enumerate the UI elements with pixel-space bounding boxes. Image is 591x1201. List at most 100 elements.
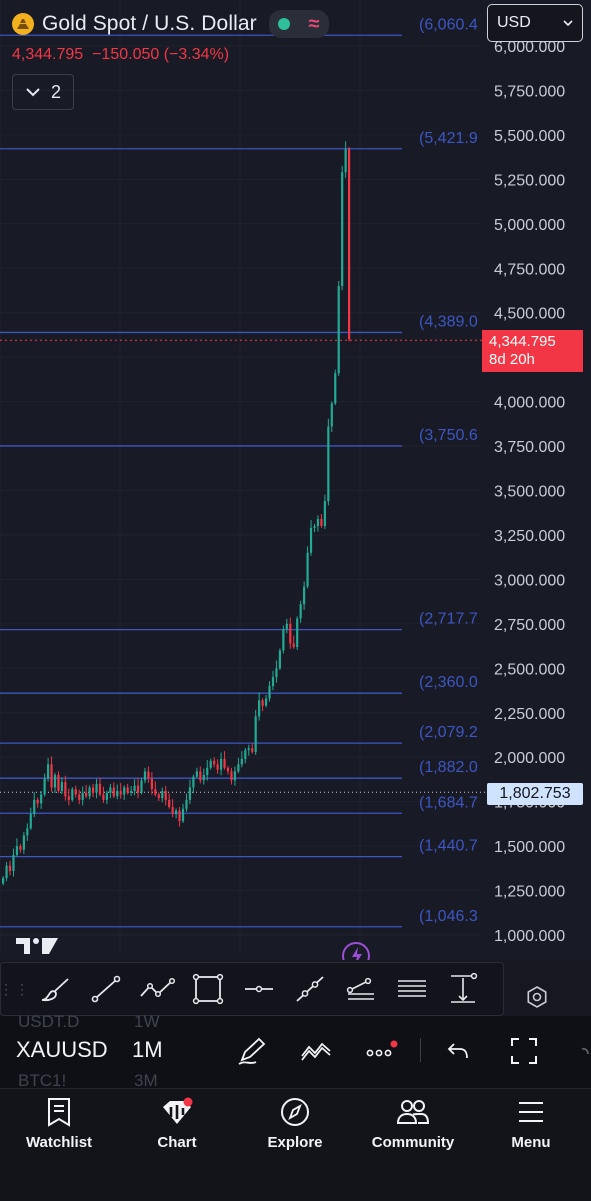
candle <box>313 523 316 533</box>
candle-body <box>206 767 209 775</box>
candle <box>282 625 285 654</box>
candle <box>344 141 347 178</box>
candle <box>8 860 12 876</box>
candle <box>150 772 153 795</box>
candle-body <box>74 789 77 795</box>
candle <box>175 808 178 819</box>
tab-community[interactable]: Community <box>354 1089 472 1169</box>
candle <box>271 670 275 691</box>
tab-explore[interactable]: Explore <box>236 1089 354 1169</box>
candle <box>341 165 344 291</box>
candle-body <box>251 748 254 752</box>
candle-body <box>43 778 46 795</box>
indicators-count: 2 <box>50 81 61 102</box>
horizontal-line-icon[interactable] <box>233 964 284 1014</box>
symbol-title-row[interactable]: Gold Spot / U.S. Dollar ≈ <box>12 10 329 38</box>
price-axis[interactable]: 6,000.000 5,750.000 5,500.000 5,250.000 5,00… <box>494 39 565 945</box>
price-chart[interactable]: 6,000.000 5,750.000 5,500.000 5,250.000 5,00… <box>0 0 591 960</box>
candle-body <box>136 785 140 793</box>
candle-body <box>233 771 237 781</box>
indicators-collapse-button[interactable]: 2 <box>12 74 74 110</box>
candle <box>102 786 105 803</box>
level-label: (6,060.4 <box>419 16 478 33</box>
candle-body <box>12 854 15 871</box>
candle-body <box>219 758 223 770</box>
candle-body <box>53 774 57 788</box>
candle <box>33 792 36 818</box>
candle-body <box>140 780 143 793</box>
candle <box>140 778 143 795</box>
candle-body <box>254 716 257 752</box>
price-axis-label: 6,000.000 <box>494 39 565 56</box>
candle <box>164 786 167 806</box>
candle <box>219 752 223 776</box>
flash-icon[interactable] <box>342 942 370 960</box>
candle-body <box>323 501 326 527</box>
tab-watchlist[interactable]: Watchlist <box>0 1089 118 1169</box>
candle-body <box>278 650 281 669</box>
candle-body <box>202 774 205 781</box>
candle-body <box>60 782 64 791</box>
candle <box>216 759 219 774</box>
drawing-toolbar: ⋮⋮ <box>0 962 504 1016</box>
polyline-icon[interactable] <box>131 964 182 1014</box>
tab-chart[interactable]: Chart <box>118 1089 236 1169</box>
candle-body <box>244 750 247 759</box>
candle-body <box>164 790 167 800</box>
candle <box>309 520 313 556</box>
symbol-selector[interactable]: XAUUSD <box>16 1037 108 1062</box>
rectangle-icon[interactable] <box>182 964 233 1014</box>
toolbar-settings-button[interactable] <box>520 980 554 1014</box>
candle <box>316 515 320 532</box>
candle <box>171 799 174 818</box>
measure-icon[interactable] <box>437 964 488 1014</box>
candle-body <box>327 426 330 502</box>
indicators-button[interactable] <box>296 1033 336 1069</box>
currency-select[interactable]: USD <box>487 4 583 42</box>
candle-body <box>209 760 212 768</box>
drawing-tools-button[interactable] <box>232 1033 272 1069</box>
candle-body <box>29 814 32 829</box>
candle <box>244 747 247 764</box>
fib-fan-icon[interactable] <box>335 964 386 1014</box>
candle <box>247 744 250 756</box>
price-axis-label: 5,250.000 <box>494 172 565 189</box>
level-label: (1,882.0 <box>419 759 478 776</box>
candle <box>119 783 122 799</box>
candle-body <box>330 403 333 427</box>
candle-body <box>67 796 70 800</box>
candle-body <box>316 518 320 527</box>
price-axis-label: 1,250.000 <box>494 884 565 901</box>
candle-body <box>8 865 12 871</box>
candle <box>116 784 119 800</box>
redo-button[interactable] <box>572 1033 591 1069</box>
candle-body <box>341 172 344 287</box>
last-price-badge: 4,344.795 8d 20h <box>482 330 583 372</box>
candle <box>161 787 164 803</box>
tab-label: Community <box>371 1134 455 1151</box>
tab-menu[interactable]: Menu <box>472 1089 590 1169</box>
candle-body <box>123 787 126 795</box>
more-button[interactable] <box>360 1033 400 1069</box>
candle-body <box>306 552 309 587</box>
candle-body <box>240 758 243 765</box>
bookmark-icon <box>48 1098 70 1127</box>
parallel-lines-icon[interactable] <box>386 964 437 1014</box>
path-icon[interactable] <box>284 964 335 1014</box>
drag-handle-icon[interactable]: ⋮⋮ <box>0 980 31 997</box>
timeframe-selector[interactable]: 1M <box>132 1037 163 1062</box>
market-status-pill[interactable]: ≈ <box>268 10 329 38</box>
price-axis-label: 4,500.000 <box>494 306 565 323</box>
candle-body <box>109 787 112 793</box>
chart-area[interactable]: 6,000.000 5,750.000 5,500.000 5,250.000 5,00… <box>0 0 591 960</box>
candle <box>188 779 192 805</box>
brush-icon[interactable] <box>29 964 80 1014</box>
undo-button[interactable] <box>438 1033 478 1069</box>
candle-body <box>223 758 226 768</box>
symbol-title[interactable]: Gold Spot / U.S. Dollar <box>42 12 257 35</box>
trend-line-icon[interactable] <box>80 964 131 1014</box>
fullscreen-button[interactable] <box>504 1033 544 1069</box>
price-axis-label: 1,000.000 <box>494 928 565 945</box>
candle <box>192 774 195 793</box>
candle-body <box>71 789 74 800</box>
